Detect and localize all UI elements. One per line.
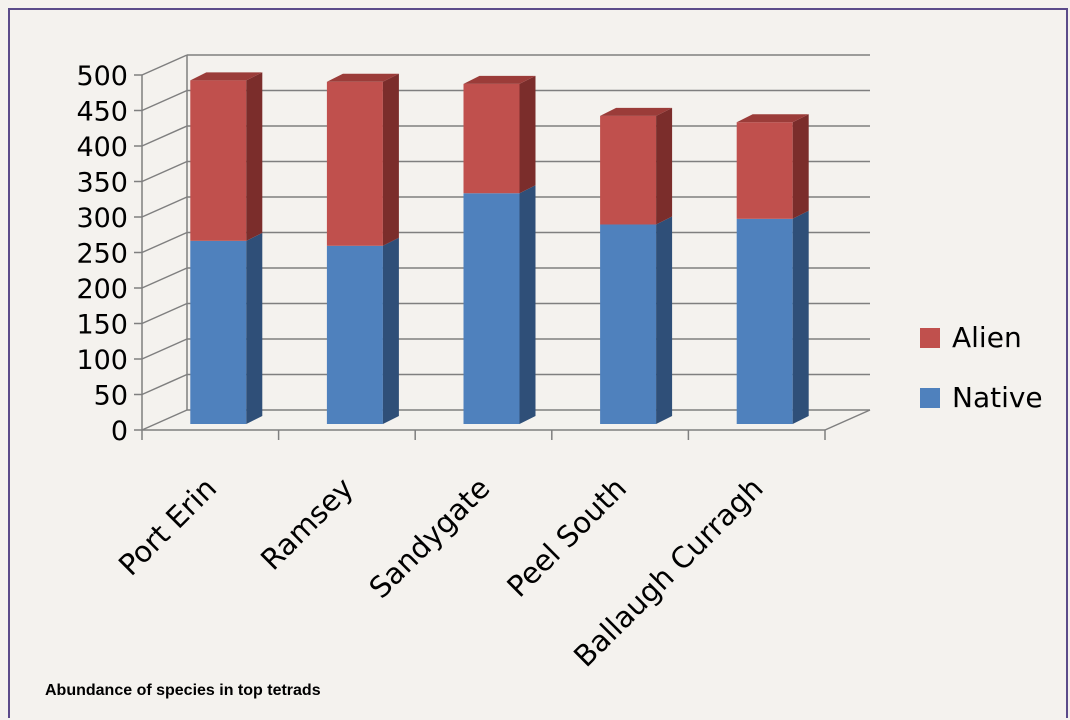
- gridline-side: [141, 409, 188, 431]
- bar-top: [600, 107, 673, 116]
- chart-frame: 0 50 100 150 200 250 300 350 400 450 500 Port Erin…: [8, 8, 1068, 718]
- y-tick-label: 50: [94, 381, 128, 412]
- floor-right-edge: [824, 409, 871, 431]
- bar-native-front: [190, 240, 247, 424]
- y-tick-label: 300: [76, 203, 128, 234]
- bar-top: [736, 114, 809, 123]
- x-axis-label: Sandygate: [362, 471, 496, 605]
- bar-top: [463, 75, 536, 84]
- bar-alien-side: [792, 114, 809, 219]
- x-axis-label: Port Erin: [112, 471, 223, 582]
- y-tick-label: 100: [76, 345, 128, 376]
- x-axis-labels: Port Erin Ramsey Sandygate Peel SouthBallau…: [112, 471, 770, 674]
- bar-alien-front: [736, 122, 793, 219]
- bar-alien-front: [600, 115, 657, 225]
- chart-caption: Abundance of species in top tetrads: [45, 682, 321, 699]
- y-tick-label: 0: [111, 416, 128, 447]
- bars: [190, 72, 809, 424]
- gridline-side: [141, 302, 188, 325]
- y-tick-label: 450: [76, 97, 128, 128]
- y-tick-label: 200: [76, 274, 128, 305]
- gridline-side: [141, 231, 188, 254]
- bar-alien-side: [656, 107, 673, 225]
- gridline-side: [141, 338, 188, 360]
- bar-native-front: [600, 224, 657, 424]
- bar-native-side: [656, 216, 673, 424]
- bar-alien-front: [326, 81, 383, 246]
- gridline-side: [141, 267, 188, 289]
- bar-top: [190, 72, 263, 81]
- bar-top: [326, 73, 399, 82]
- y-tick-label: 150: [76, 310, 128, 341]
- bar-alien-front: [190, 80, 247, 241]
- gridline-side: [141, 54, 188, 76]
- bar-alien-side: [382, 73, 399, 246]
- stacked-bar-chart: 0 50 100 150 200 250 300 350 400 450 500 Port Erin…: [76, 54, 1043, 674]
- x-axis-label: Peel South: [500, 471, 633, 604]
- bar-native-front: [736, 218, 793, 424]
- legend-swatch-native: [920, 388, 940, 408]
- gridline-side: [141, 89, 188, 112]
- y-axis-ticks: 0 50 100 150 200 250 300 350 400 450 500: [76, 61, 128, 447]
- gridline-side: [141, 196, 188, 218]
- bar-native-front: [463, 193, 520, 424]
- gridline-side: [141, 160, 188, 183]
- bar-alien-front: [463, 83, 520, 194]
- gridline-side: [141, 373, 188, 396]
- bar-alien-side: [519, 75, 536, 194]
- y-tick-label: 500: [76, 61, 128, 92]
- legend-label-alien: Alien: [952, 321, 1022, 354]
- y-tick-label: 350: [76, 168, 128, 199]
- bar-native-front: [326, 245, 383, 424]
- gridline-side: [141, 125, 188, 147]
- legend: Alien Native: [920, 321, 1043, 414]
- x-axis-label: Ramsey: [254, 471, 360, 577]
- bar-native-side: [519, 185, 536, 424]
- y-tick-label: 400: [76, 132, 128, 163]
- bar-native-side: [382, 237, 399, 424]
- bar-native-side: [792, 210, 809, 424]
- legend-swatch-alien: [920, 328, 940, 348]
- y-tick-label: 250: [76, 239, 128, 270]
- legend-label-native: Native: [952, 381, 1043, 414]
- bar-alien-side: [246, 72, 263, 241]
- bar-native-side: [246, 232, 263, 424]
